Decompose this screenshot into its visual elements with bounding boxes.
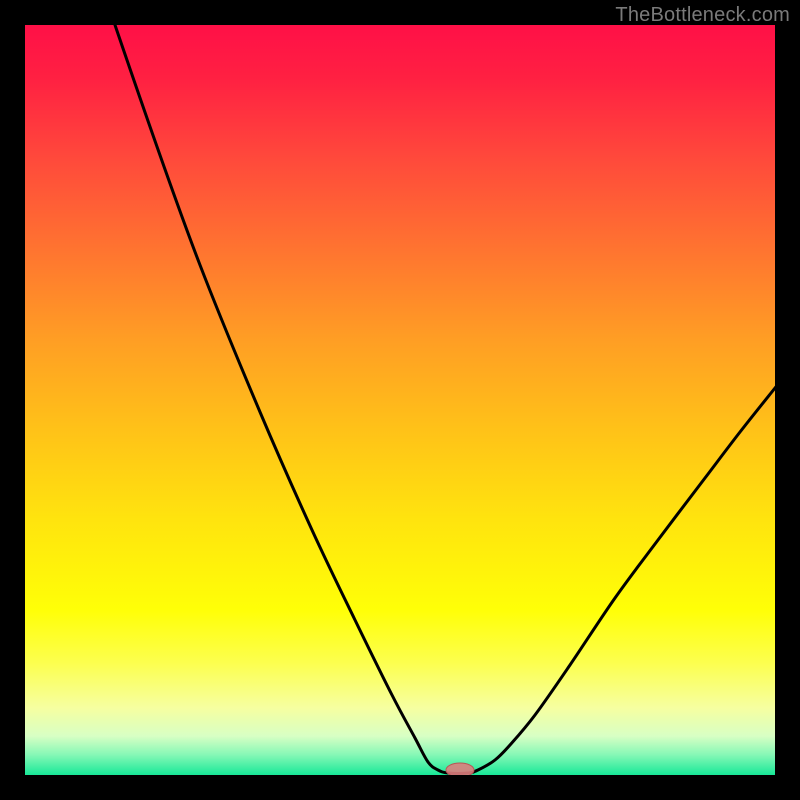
- watermark-text: TheBottleneck.com: [615, 4, 790, 27]
- chart-stage: TheBottleneck.com: [0, 0, 800, 800]
- chart-background: [25, 25, 775, 775]
- bottleneck-chart: [0, 0, 800, 800]
- curve-minimum-marker: [446, 763, 474, 777]
